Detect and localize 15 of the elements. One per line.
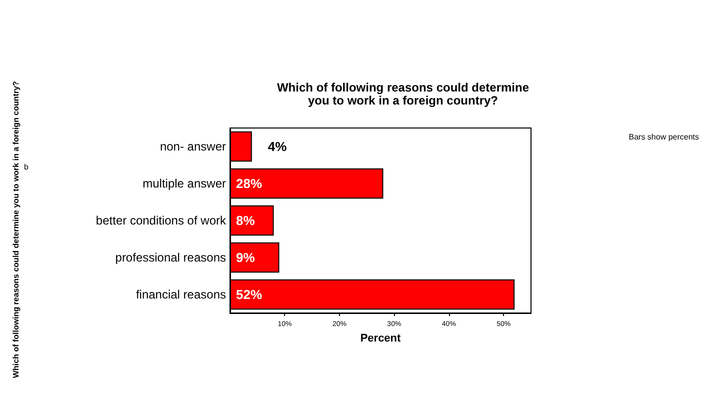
data-label: 4% — [268, 139, 288, 154]
y-tick-label: financial reasons — [136, 288, 226, 302]
data-label: 8% — [236, 213, 256, 228]
data-label: 28% — [236, 176, 262, 191]
x-axis-title: Percent — [360, 332, 402, 344]
y-tick-label: multiple answer — [142, 176, 226, 190]
y-tick-label: non- answer — [160, 140, 226, 154]
y-tick-label: better conditions of work — [96, 214, 227, 228]
y-tick-label: professional reasons — [115, 250, 226, 264]
data-label: 9% — [236, 250, 256, 265]
text: Which of following reasons could determine you to work in a foreign country? — [12, 80, 20, 378]
chart-title: Which of following reasons could determine you to work in a foreign country? — [276, 80, 530, 108]
data-label: 52% — [236, 287, 262, 302]
text: b — [24, 162, 29, 172]
text: Bars show percents — [628, 132, 700, 142]
